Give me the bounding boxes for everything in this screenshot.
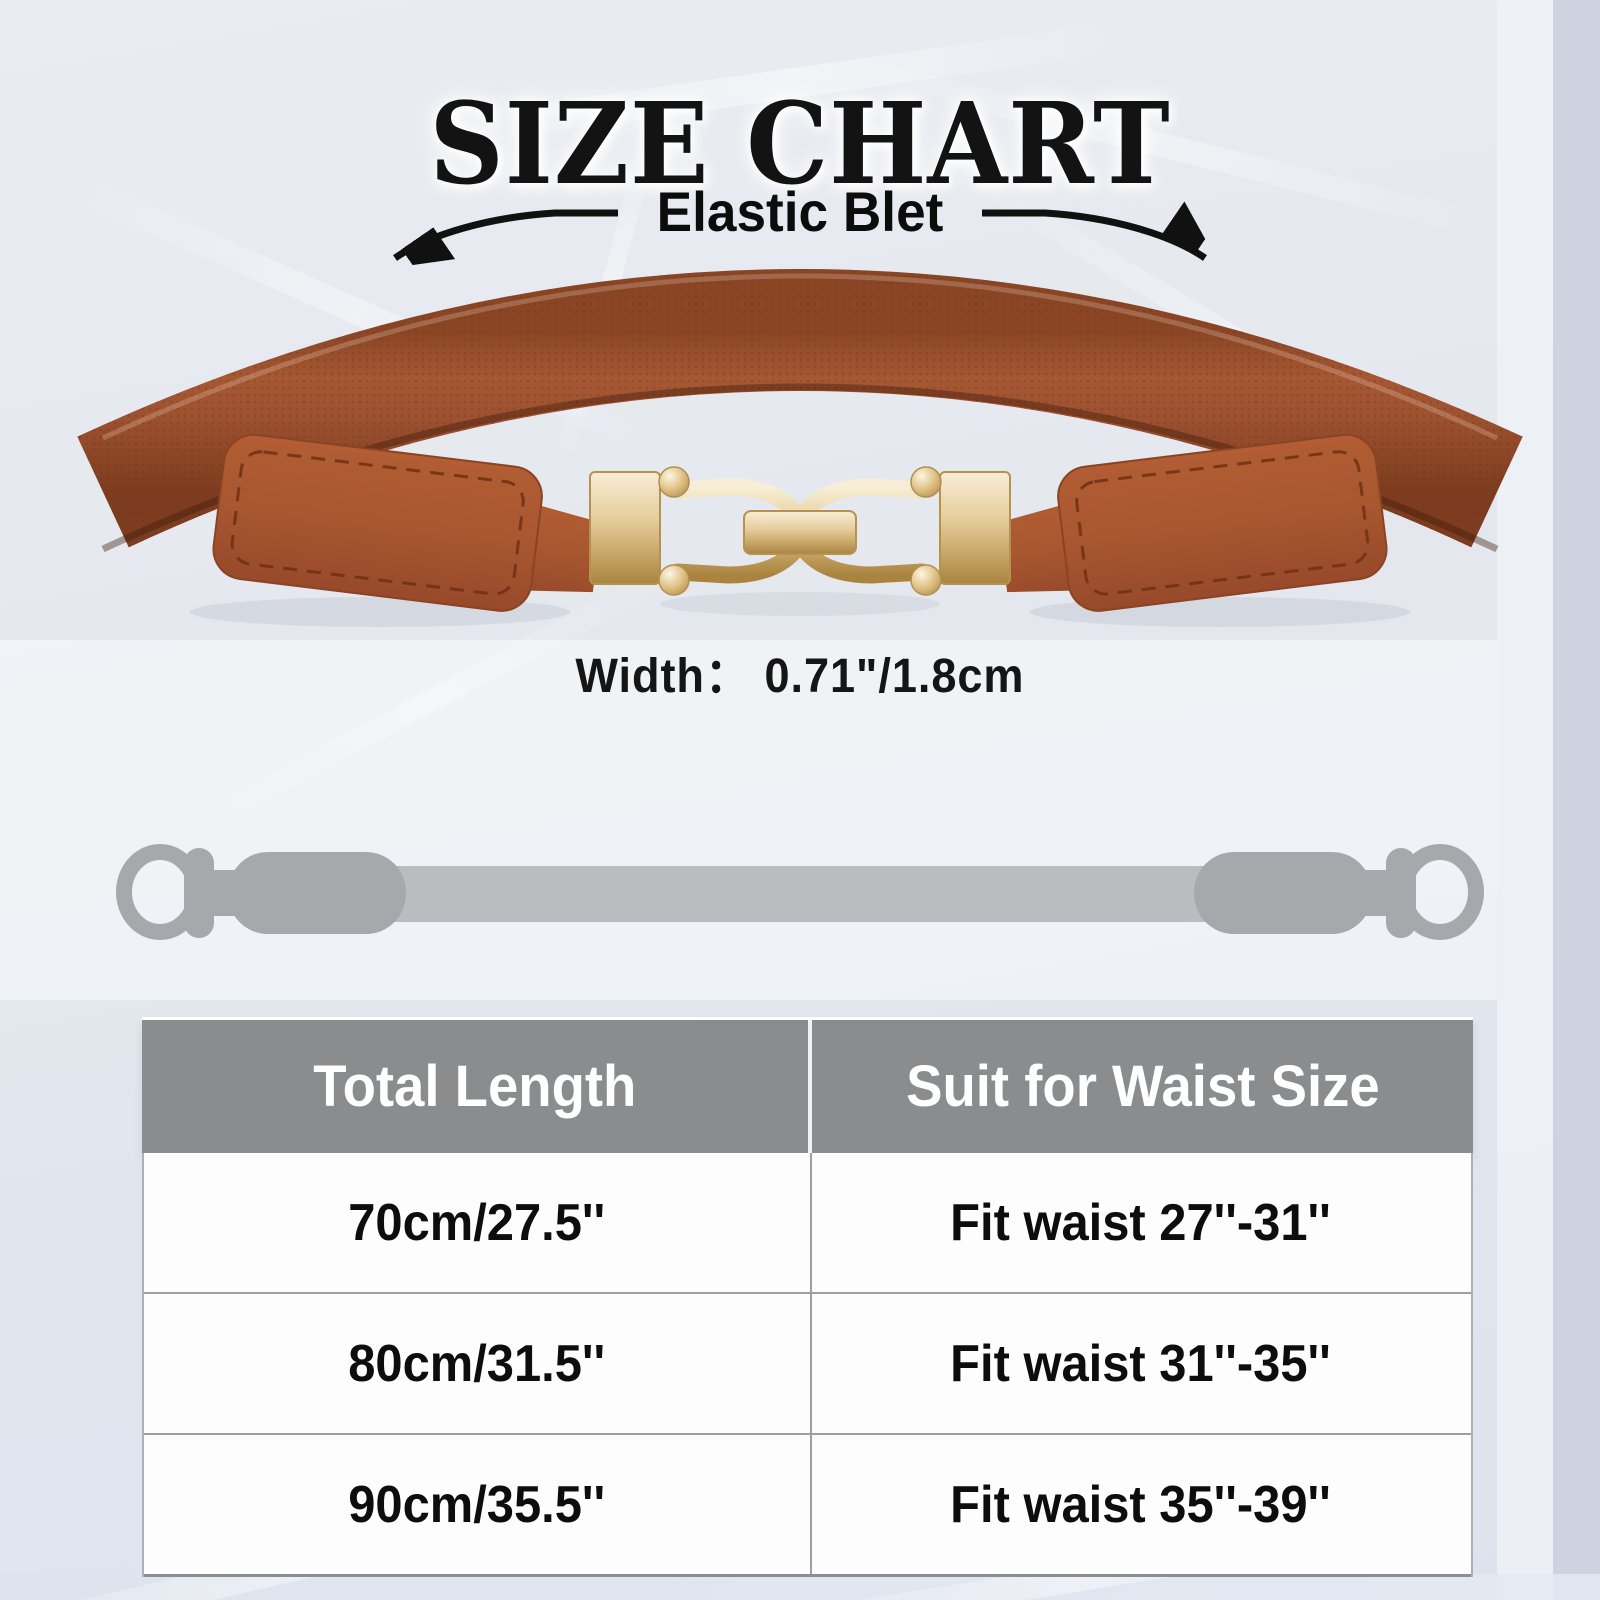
cell-total-length: 80cm/31.5'' (144, 1294, 812, 1433)
belt-illustration: Elastic Blet (77, 181, 1523, 940)
elastic-range-arrow-right (982, 213, 1205, 261)
table-row: 80cm/31.5'' Fit waist 31''-35'' (144, 1294, 1471, 1435)
buckle-knob (910, 466, 942, 498)
size-table: Total Length Suit for Waist Size 70cm/27… (142, 1020, 1473, 1577)
cell-total-length: 90cm/35.5'' (144, 1435, 812, 1574)
buckle-cap-right (939, 471, 1011, 585)
buckle-knob (658, 564, 690, 596)
background-right-band-light (1497, 0, 1553, 1600)
background-mid-highlight (0, 640, 1497, 1000)
header-label: Total Length (313, 1054, 637, 1119)
buckle-center-bar (743, 510, 857, 555)
silhouette-tab-left (228, 852, 406, 934)
cell-waist-size: Fit waist 35''-39'' (812, 1435, 1469, 1574)
elastic-range-arrow-left (393, 209, 618, 258)
elastic-belt-label: Elastic Blet (657, 181, 944, 244)
size-table-body: 70cm/27.5'' Fit waist 27''-31'' 80cm/31.… (142, 1153, 1473, 1577)
buckle-cap-left (589, 471, 661, 585)
cell-text: 70cm/27.5'' (348, 1193, 606, 1252)
silhouette-loop-right (1396, 844, 1484, 940)
cell-waist-size: Fit waist 31''-35'' (812, 1294, 1469, 1433)
stitching-right (1075, 450, 1370, 596)
belt-photo (77, 269, 1523, 627)
size-table-header: Total Length Suit for Waist Size (142, 1020, 1473, 1153)
cell-text: 80cm/31.5'' (348, 1334, 606, 1393)
cell-waist-size: Fit waist 27''-31'' (812, 1153, 1469, 1292)
silhouette-strap (360, 866, 1240, 922)
elastic-band-texture (77, 269, 1523, 548)
buckle-knob (658, 466, 690, 498)
belt-shadow (660, 592, 940, 616)
buckle-knob (910, 564, 942, 596)
gold-buckle (589, 466, 1011, 596)
table-row: 70cm/27.5'' Fit waist 27''-31'' (144, 1153, 1471, 1294)
stitching-left (230, 450, 525, 596)
belt-width-label: Width： 0.71"/1.8cm (0, 636, 1600, 706)
cell-text: Fit waist 27''-31'' (950, 1193, 1331, 1252)
leather-tab-right (998, 433, 1388, 612)
table-row: 90cm/35.5'' Fit waist 35''-39'' (144, 1435, 1471, 1577)
page-title: SIZE CHART (429, 79, 1171, 211)
cell-text: 90cm/35.5'' (348, 1475, 606, 1534)
cell-total-length: 70cm/27.5'' (144, 1153, 812, 1292)
belt-silhouette (116, 844, 1484, 940)
cell-text: Fit waist 35''-39'' (950, 1475, 1331, 1534)
silhouette-neck-right (1360, 870, 1390, 916)
header-cell-total-length: Total Length (142, 1020, 812, 1153)
silhouette-tab-right (1194, 852, 1372, 934)
background-right-band-dark (1553, 0, 1600, 1600)
header-cell-waist-size: Suit for Waist Size (812, 1020, 1473, 1153)
cell-text: Fit waist 31''-35'' (950, 1334, 1331, 1393)
header-label: Suit for Waist Size (905, 1054, 1380, 1119)
background-bottom-tint (0, 1574, 1600, 1600)
silhouette-pin-left (184, 848, 214, 938)
leather-tab-left (212, 433, 602, 612)
belt-width-text: Width： 0.71"/1.8cm (575, 650, 1025, 703)
elastic-band-top-highlight (101, 273, 1499, 441)
elastic-range-annotation: Elastic Blet (393, 181, 1205, 261)
